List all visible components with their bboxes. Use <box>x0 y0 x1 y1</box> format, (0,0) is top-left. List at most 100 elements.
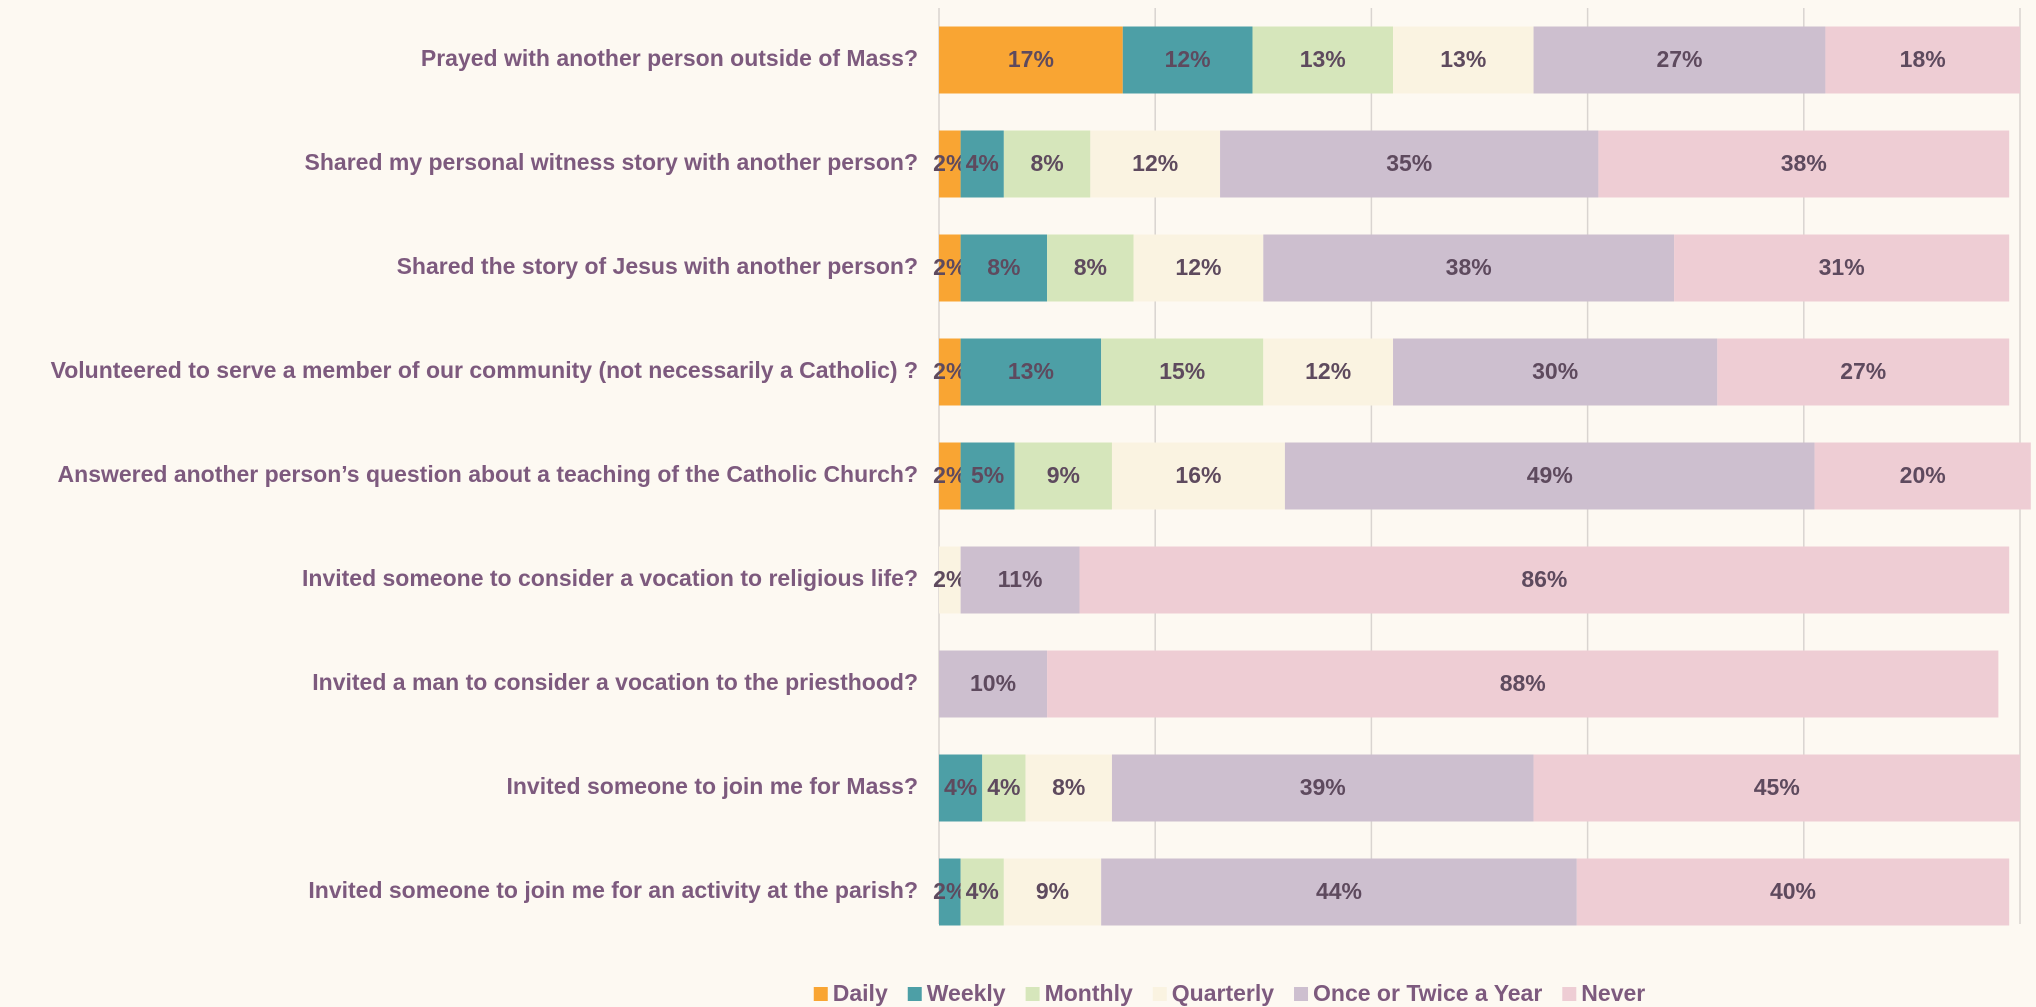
bar-segment <box>1047 234 1134 302</box>
bar-segment <box>1003 858 1102 926</box>
bar-segment <box>1284 442 1815 510</box>
value-label: 8% <box>1074 254 1107 280</box>
value-label: 31% <box>1819 254 1865 280</box>
bar-segment <box>1079 546 2010 614</box>
bar-segment <box>1825 26 2020 94</box>
value-label: 27% <box>1840 358 1886 384</box>
value-label: 27% <box>1656 46 1702 72</box>
bar-segment <box>1014 442 1112 510</box>
bar-segment <box>939 442 961 510</box>
bar-segment <box>1101 858 1577 926</box>
bar-segment <box>939 858 961 926</box>
value-label: 38% <box>1446 254 1492 280</box>
bar-segment <box>1263 338 1394 406</box>
value-label: 10% <box>970 670 1016 696</box>
bar-segment <box>960 338 1102 406</box>
category-label: Invited someone to consider a vocation t… <box>302 565 918 591</box>
value-label: 15% <box>1159 358 1205 384</box>
bar-segment <box>1025 754 1112 822</box>
value-label: 35% <box>1386 150 1432 176</box>
value-label: 5% <box>971 462 1004 488</box>
value-label: 8% <box>1030 150 1063 176</box>
bar-segment <box>982 754 1026 822</box>
bar-segment <box>1122 26 1253 94</box>
legend-label: Never <box>1581 980 1645 1006</box>
category-label: Shared the story of Jesus with another p… <box>397 253 918 279</box>
bar-segment <box>1533 26 1826 94</box>
legend-swatch <box>813 987 828 1001</box>
legend-label: Monthly <box>1045 980 1133 1006</box>
bar-segment <box>1263 234 1675 302</box>
legend-swatch <box>1152 987 1167 1001</box>
value-label: 13% <box>1008 358 1054 384</box>
value-label: 12% <box>1132 150 1178 176</box>
value-label: 8% <box>987 254 1020 280</box>
bar-segment <box>1003 130 1091 198</box>
bar-segment <box>1393 338 1718 406</box>
legend-label: Weekly <box>927 980 1006 1006</box>
bar-segment <box>960 442 1015 510</box>
value-label: 9% <box>1047 462 1080 488</box>
bar-segment <box>960 130 1004 198</box>
bar-segment <box>1717 338 2010 406</box>
bar-segment <box>1047 650 1999 718</box>
bar-segment <box>939 546 961 614</box>
bar-segment <box>1220 130 1599 198</box>
value-label: 12% <box>1165 46 1211 72</box>
value-label: 17% <box>1008 46 1054 72</box>
category-label: Volunteered to serve a member of our com… <box>51 357 918 383</box>
bar-segment <box>1101 338 1264 406</box>
category-label: Invited a man to consider a vocation to … <box>312 669 918 695</box>
value-label: 12% <box>1175 254 1221 280</box>
value-label: 18% <box>1900 46 1946 72</box>
value-label: 38% <box>1781 150 1827 176</box>
legend-swatch <box>907 987 922 1001</box>
value-label: 4% <box>987 774 1020 800</box>
value-label: 13% <box>1440 46 1486 72</box>
bar-segment <box>1252 26 1394 94</box>
bar-segment <box>960 546 1080 614</box>
bar-segment <box>1598 130 2010 198</box>
value-label: 20% <box>1900 462 1946 488</box>
value-label: 9% <box>1036 878 1069 904</box>
value-label: 16% <box>1175 462 1221 488</box>
value-label: 11% <box>998 566 1043 592</box>
bar-segment <box>1133 234 1264 302</box>
bar-segment <box>939 130 961 198</box>
category-label: Prayed with another person outside of Ma… <box>421 45 918 71</box>
bar-segment <box>1814 442 2031 510</box>
bar-segment <box>1533 754 2020 822</box>
bar-segment <box>939 234 961 302</box>
category-label: Invited someone to join me for Mass? <box>506 773 918 799</box>
bar-segment <box>1674 234 2010 302</box>
value-label: 4% <box>944 774 977 800</box>
legend-label: Quarterly <box>1172 980 1274 1006</box>
value-label: 44% <box>1316 878 1362 904</box>
legend: Daily Weekly Monthly Quarterly Once or Twice… <box>813 980 1645 1006</box>
value-label: 4% <box>966 150 999 176</box>
value-label: 40% <box>1770 878 1816 904</box>
value-label: 13% <box>1300 46 1346 72</box>
value-label: 49% <box>1527 462 1573 488</box>
legend-swatch <box>1294 987 1309 1001</box>
value-label: 39% <box>1300 774 1346 800</box>
value-label: 30% <box>1532 358 1578 384</box>
value-label: 4% <box>966 878 999 904</box>
bar-segment <box>939 650 1048 718</box>
bar-segment <box>1576 858 2010 926</box>
legend-label: Daily <box>833 980 888 1006</box>
value-label: 86% <box>1521 566 1567 592</box>
category-label: Answered another person’s question about… <box>58 461 918 487</box>
bar-segment <box>1090 130 1221 198</box>
legend-label: Once or Twice a Year <box>1313 980 1542 1006</box>
category-label: Shared my personal witness story with an… <box>305 149 918 175</box>
legend-swatch <box>1562 987 1577 1001</box>
value-label: 88% <box>1500 670 1546 696</box>
legend-swatch <box>1025 987 1040 1001</box>
bar-segment <box>939 26 1123 94</box>
value-label: 45% <box>1754 774 1800 800</box>
value-label: 8% <box>1052 774 1085 800</box>
bar-segment <box>1111 442 1285 510</box>
